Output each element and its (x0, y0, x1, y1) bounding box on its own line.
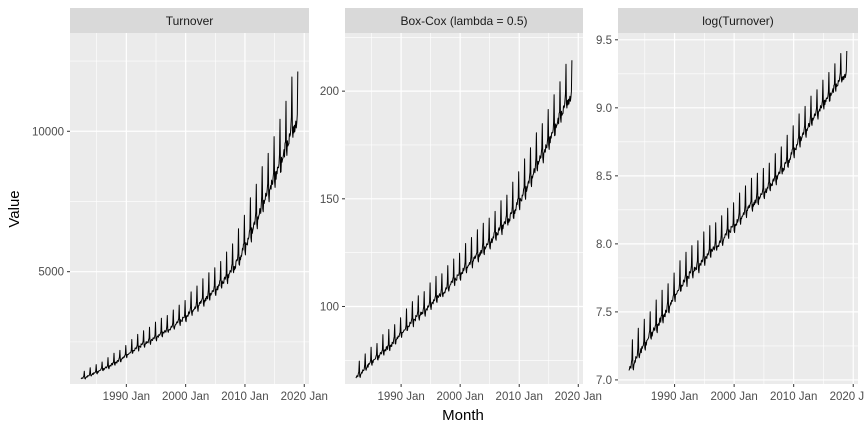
y-tick-label: 100 (320, 301, 339, 313)
y-tick-label: 8.5 (596, 171, 612, 183)
x-axis-title: Month (442, 407, 484, 424)
y-tick-label: 150 (320, 194, 339, 206)
x-tick-label: 2020 Jan (830, 391, 864, 403)
x-tick-label: 2020 Jan (555, 391, 602, 403)
x-tick-label: 2000 Jan (710, 391, 757, 403)
facet-panel-3: log(Turnover) 1990 Jan 2000 Jan 2010 Jan 202… (596, 8, 864, 403)
x-tick-label: 1990 Jan (377, 391, 424, 403)
y-tick-label: 7.0 (596, 375, 612, 387)
y-tick-label: 7.5 (596, 307, 612, 319)
y-tick-label: 8.0 (596, 239, 612, 251)
x-tick-label: 2010 Jan (770, 391, 817, 403)
facet-strip-label: Turnover (166, 14, 214, 28)
x-tick-label: 1990 Jan (651, 391, 698, 403)
facet-panel-2: Box-Cox (lambda = 0.5) 1990 Jan 2000 Jan 20… (320, 8, 602, 403)
plot-panel (345, 33, 583, 384)
facet-strip-label: Box-Cox (lambda = 0.5) (400, 14, 527, 28)
y-tick-label: 5000 (38, 267, 64, 279)
facet-strip-label: log(Turnover) (702, 14, 774, 28)
series-line (80, 71, 299, 380)
x-tick-label: 2000 Jan (436, 391, 483, 403)
plot-panel (618, 33, 858, 384)
series-line (355, 60, 573, 379)
facet-strip (70, 8, 309, 33)
x-tick-label: 2020 Jan (281, 391, 328, 403)
x-tick-label: 2010 Jan (496, 391, 543, 403)
x-tick-label: 1990 Jan (103, 391, 150, 403)
y-tick-label: 200 (320, 86, 339, 98)
facet-strip (618, 8, 858, 33)
x-tick-label: 2000 Jan (162, 391, 209, 403)
y-tick-label: 9.5 (596, 35, 612, 47)
facet-strip (345, 8, 583, 33)
facet-panel-1: Turnover 1990 Jan 2000 Jan 2010 Jan 2020 Jan… (32, 8, 328, 403)
plot-panel (70, 33, 309, 384)
x-tick-label: 2010 Jan (221, 391, 268, 403)
y-tick-label: 9.0 (596, 103, 612, 115)
series-line (628, 50, 848, 371)
y-tick-label: 10000 (32, 126, 64, 138)
y-axis-title: Value (6, 190, 23, 227)
